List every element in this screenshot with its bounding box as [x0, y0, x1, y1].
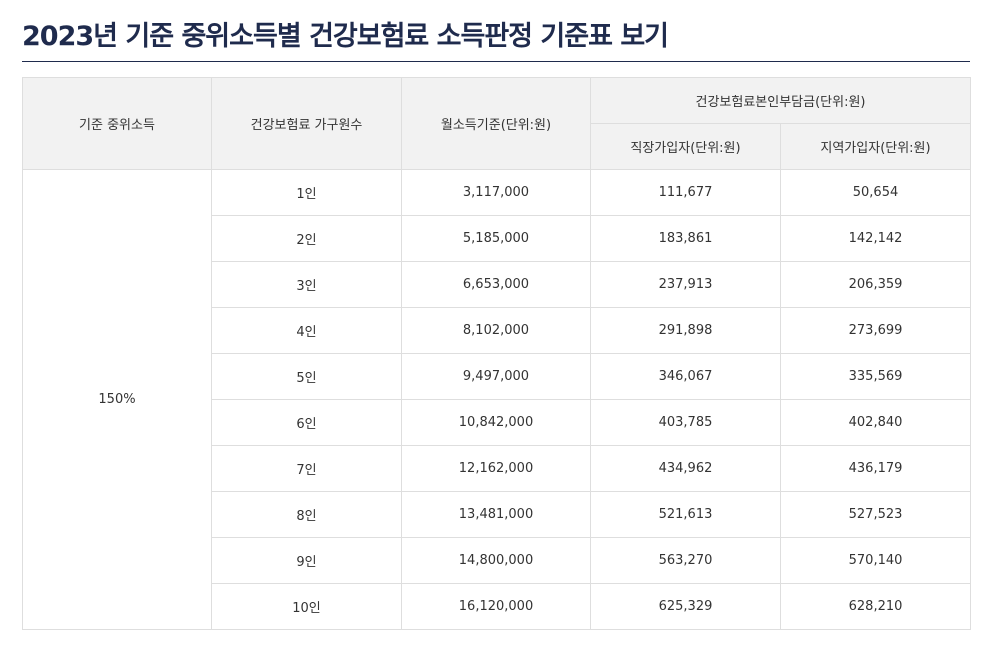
household-size-cell: 8인 — [211, 491, 402, 538]
income-criteria-table: 기준 중위소득 건강보험료 가구원수 월소득기준(단위:원) 건강보험료본인부담… — [22, 77, 972, 630]
table-row: 3인 6,653,000 237,913 206,359 — [23, 261, 972, 308]
regional-premium-cell: 273,699 — [779, 307, 972, 354]
monthly-income-cell: 5,185,000 — [401, 215, 591, 262]
table-row: 4인 8,102,000 291,898 273,699 — [23, 307, 972, 354]
monthly-income-cell: 12,162,000 — [401, 445, 591, 492]
regional-premium-cell: 335,569 — [779, 353, 972, 400]
table-row: 9인 14,800,000 563,270 570,140 — [23, 537, 972, 584]
household-size-cell: 10인 — [211, 583, 402, 630]
table-row: 2인 5,185,000 183,861 142,142 — [23, 215, 972, 262]
header-regional-premium: 지역가입자(단위:원) — [779, 123, 972, 170]
monthly-income-cell: 13,481,000 — [401, 491, 591, 538]
monthly-income-cell: 8,102,000 — [401, 307, 591, 354]
monthly-income-cell: 6,653,000 — [401, 261, 591, 308]
table-row: 10인 16,120,000 625,329 628,210 — [23, 583, 972, 630]
table-row: 6인 10,842,000 403,785 402,840 — [23, 399, 972, 446]
table-body: 150% 1인 3,117,000 111,677 50,654 2인 5,185,000 1… — [22, 169, 972, 630]
header-premium-group: 건강보험료본인부담금(단위:원) — [589, 77, 972, 124]
page-title: 2023년 기준 중위소득별 건강보험료 소득판정 기준표 보기 — [22, 21, 669, 52]
header-employee-premium: 직장가입자(단위:원) — [590, 123, 781, 170]
regional-premium-cell: 142,142 — [779, 215, 972, 262]
median-income-cell: 150% — [22, 169, 212, 630]
household-size-cell: 7인 — [211, 445, 402, 492]
regional-premium-cell: 206,359 — [779, 261, 972, 308]
regional-premium-cell: 628,210 — [779, 583, 972, 630]
employee-premium-cell: 563,270 — [590, 537, 781, 584]
employee-premium-cell: 434,962 — [590, 445, 781, 492]
employee-premium-cell: 111,677 — [590, 169, 781, 216]
table-row: 8인 13,481,000 521,613 527,523 — [23, 491, 972, 538]
employee-premium-cell: 403,785 — [590, 399, 781, 446]
employee-premium-cell: 521,613 — [590, 491, 781, 538]
monthly-income-cell: 14,800,000 — [401, 537, 591, 584]
household-size-cell: 9인 — [211, 537, 402, 584]
regional-premium-cell: 527,523 — [779, 491, 972, 538]
regional-premium-cell: 402,840 — [779, 399, 972, 446]
employee-premium-cell: 346,067 — [590, 353, 781, 400]
household-size-cell: 4인 — [211, 307, 402, 354]
household-size-cell: 5인 — [211, 353, 402, 400]
monthly-income-cell: 16,120,000 — [401, 583, 591, 630]
regional-premium-cell: 570,140 — [779, 537, 972, 584]
monthly-income-cell: 9,497,000 — [401, 353, 591, 400]
employee-premium-cell: 625,329 — [590, 583, 781, 630]
employee-premium-cell: 183,861 — [590, 215, 781, 262]
table-header: 기준 중위소득 건강보험료 가구원수 월소득기준(단위:원) 건강보험료본인부담… — [22, 77, 972, 170]
monthly-income-cell: 3,117,000 — [401, 169, 591, 216]
table-row: 7인 12,162,000 434,962 436,179 — [23, 445, 972, 492]
regional-premium-cell: 436,179 — [779, 445, 972, 492]
household-size-cell: 3인 — [211, 261, 402, 308]
employee-premium-cell: 291,898 — [590, 307, 781, 354]
household-size-cell: 1인 — [211, 169, 402, 216]
table-row: 150% 1인 3,117,000 111,677 50,654 — [22, 169, 972, 630]
header-monthly-income: 월소득기준(단위:원) — [401, 77, 591, 170]
table-row: 5인 9,497,000 346,067 335,569 — [23, 353, 972, 400]
title-divider — [22, 61, 970, 62]
header-household-size: 건강보험료 가구원수 — [211, 77, 402, 170]
employee-premium-cell: 237,913 — [590, 261, 781, 308]
household-size-cell: 2인 — [211, 215, 402, 262]
header-median-income: 기준 중위소득 — [22, 77, 212, 170]
household-size-cell: 6인 — [211, 399, 402, 446]
regional-premium-cell: 50,654 — [779, 169, 972, 216]
monthly-income-cell: 10,842,000 — [401, 399, 591, 446]
